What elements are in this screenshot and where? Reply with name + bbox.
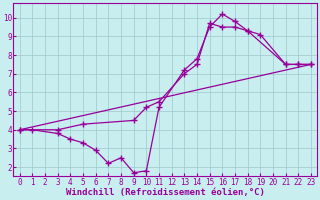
X-axis label: Windchill (Refroidissement éolien,°C): Windchill (Refroidissement éolien,°C) bbox=[66, 188, 265, 197]
